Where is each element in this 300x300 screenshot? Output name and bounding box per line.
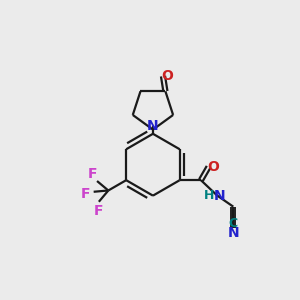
Text: H: H <box>204 189 214 202</box>
Text: O: O <box>161 68 173 83</box>
Text: F: F <box>94 204 104 218</box>
Text: F: F <box>87 167 97 181</box>
Text: N: N <box>227 226 239 240</box>
Text: F: F <box>81 188 91 202</box>
Text: C: C <box>229 217 238 230</box>
Text: O: O <box>207 160 219 174</box>
Text: N: N <box>214 189 225 203</box>
Text: N: N <box>146 118 158 133</box>
